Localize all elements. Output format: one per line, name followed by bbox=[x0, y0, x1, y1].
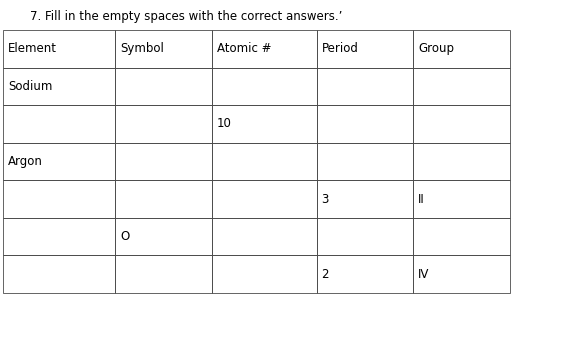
Bar bbox=[115, 255, 212, 293]
Text: Sodium: Sodium bbox=[8, 80, 52, 93]
Bar bbox=[414, 30, 510, 68]
Bar bbox=[317, 255, 414, 293]
Bar bbox=[3, 218, 115, 255]
Bar bbox=[317, 180, 414, 218]
Text: Group: Group bbox=[418, 42, 454, 55]
Bar bbox=[115, 30, 212, 68]
Bar bbox=[317, 105, 414, 143]
Bar bbox=[212, 105, 317, 143]
Bar bbox=[414, 105, 510, 143]
Bar bbox=[3, 255, 115, 293]
Bar bbox=[212, 30, 317, 68]
Text: 7. Fill in the empty spaces with the correct answers.’: 7. Fill in the empty spaces with the cor… bbox=[30, 10, 342, 23]
Bar bbox=[317, 68, 414, 105]
Text: Period: Period bbox=[321, 42, 358, 55]
Bar bbox=[3, 30, 115, 68]
Text: IV: IV bbox=[418, 268, 430, 281]
Text: Argon: Argon bbox=[8, 155, 43, 168]
Bar bbox=[115, 68, 212, 105]
Bar bbox=[414, 255, 510, 293]
Bar bbox=[414, 68, 510, 105]
Bar bbox=[3, 180, 115, 218]
Text: O: O bbox=[120, 230, 130, 243]
Bar bbox=[414, 143, 510, 180]
Text: 3: 3 bbox=[321, 192, 329, 206]
Text: Atomic #: Atomic # bbox=[217, 42, 271, 55]
Bar bbox=[212, 180, 317, 218]
Bar bbox=[317, 143, 414, 180]
Bar bbox=[115, 105, 212, 143]
Bar bbox=[212, 143, 317, 180]
Bar bbox=[3, 105, 115, 143]
Bar bbox=[115, 218, 212, 255]
Bar bbox=[414, 218, 510, 255]
Text: II: II bbox=[418, 192, 425, 206]
Bar bbox=[3, 68, 115, 105]
Text: 2: 2 bbox=[321, 268, 329, 281]
Bar bbox=[317, 30, 414, 68]
Bar bbox=[212, 68, 317, 105]
Text: 10: 10 bbox=[217, 117, 232, 130]
Text: Element: Element bbox=[8, 42, 57, 55]
Text: Symbol: Symbol bbox=[120, 42, 164, 55]
Bar bbox=[414, 180, 510, 218]
Bar bbox=[212, 255, 317, 293]
Bar bbox=[212, 218, 317, 255]
Bar bbox=[115, 180, 212, 218]
Bar bbox=[3, 143, 115, 180]
Bar bbox=[317, 218, 414, 255]
Bar bbox=[115, 143, 212, 180]
